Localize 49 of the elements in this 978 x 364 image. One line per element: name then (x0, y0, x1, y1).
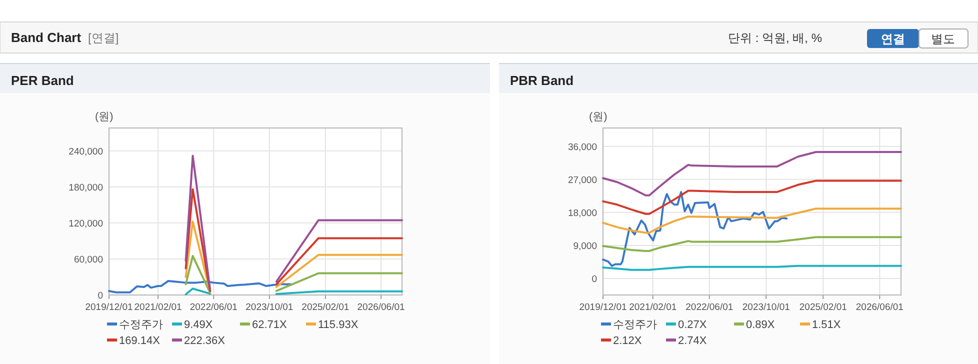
text: 단위 : 억원, 배, % (728, 31, 822, 45)
legend-label: 수정주가 (613, 319, 657, 331)
y-tick-label: 36,000 (568, 142, 597, 153)
legend-label: 1.51X (812, 319, 842, 331)
y-tick-label: 9,000 (573, 240, 597, 252)
y-tick-label: 18,000 (568, 208, 597, 219)
y-axis-title: (원) (95, 111, 114, 123)
legend-label: 수정주가 (119, 319, 163, 331)
legend-label: 9.49X (184, 319, 214, 331)
legend-label: 0.27X (678, 319, 708, 331)
x-tick-label: 2026/06/01 (856, 302, 904, 313)
x-tick-label: 2023/10/01 (246, 302, 294, 313)
y-tick-label: 180,000 (68, 182, 103, 194)
x-tick-label: 2025/02/01 (799, 302, 847, 313)
legend-label: 2.12X (613, 335, 642, 347)
line-series (602, 236, 902, 252)
line-series (602, 150, 902, 196)
x-tick-label: 2022/06/01 (190, 302, 238, 313)
legend-label: 0.89X (746, 319, 776, 331)
y-tick-label: 240,000 (68, 146, 103, 158)
x-tick-label: 2021/02/01 (134, 302, 182, 313)
x-tick-label: 2023/10/01 (742, 302, 790, 313)
x-tick-label: 2026/06/01 (357, 302, 405, 313)
chart-title: PER Band (11, 73, 74, 88)
x-tick-label: 2021/02/01 (629, 302, 677, 313)
x-tick-label: 2025/02/01 (302, 302, 350, 313)
text: Band Chart (11, 30, 82, 45)
line-series (108, 280, 292, 294)
line-series (602, 208, 902, 234)
y-tick-label: 0 (98, 290, 103, 302)
x-tick-label: 2019/12/01 (85, 302, 133, 313)
chart-title: PBR Band (510, 73, 574, 88)
x-tick-label: 2019/12/01 (579, 302, 627, 313)
text: 별도 (931, 32, 955, 46)
text: 연결 (881, 32, 905, 46)
legend-label: 169.14X (119, 335, 161, 347)
y-tick-label: 27,000 (568, 174, 597, 186)
line-series (602, 180, 902, 215)
y-axis-title: (원) (589, 111, 608, 123)
legend-label: 222.36X (184, 335, 226, 347)
legend-label: 62.71X (252, 319, 288, 331)
text: [연결] (88, 31, 119, 45)
y-tick-label: 0 (592, 274, 597, 285)
x-tick-label: 2022/06/01 (686, 302, 734, 313)
y-tick-label: 120,000 (68, 218, 103, 230)
legend-label: 2.74X (678, 335, 708, 347)
line-series (602, 191, 788, 267)
legend-label: 115.93X (318, 319, 359, 331)
y-tick-label: 60,000 (74, 254, 103, 266)
